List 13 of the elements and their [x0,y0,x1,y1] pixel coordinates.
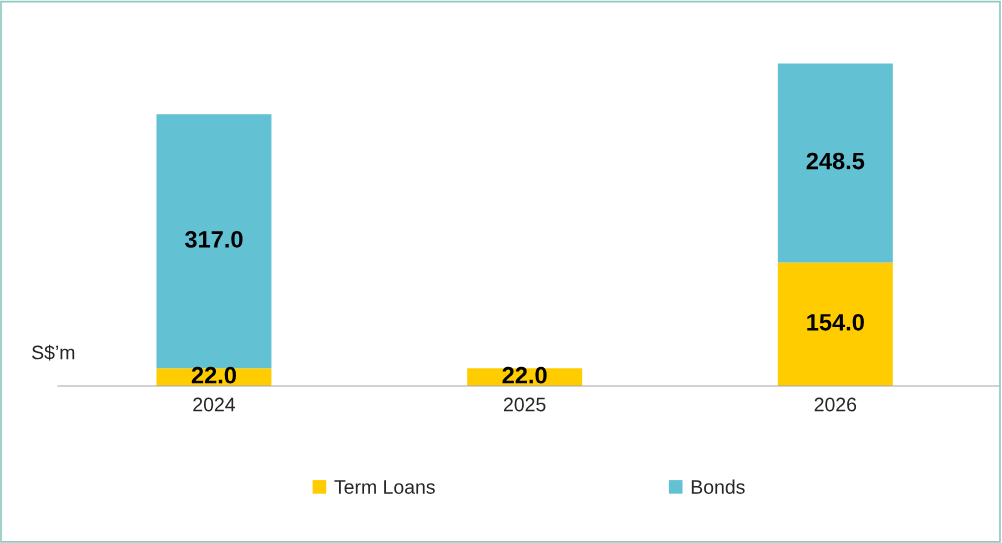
x-tick-label: 2026 [814,397,857,412]
bar [777,262,893,386]
data-label: 317.0 [184,230,243,248]
bar [777,63,893,263]
data-label: 248.5 [806,152,865,170]
legend-label: Term Loans [334,480,435,494]
data-label: 154.0 [807,313,864,331]
x-tick-label: 2025 [504,397,546,412]
x-tick-label: 2024 [193,397,236,412]
data-label: 22.0 [191,366,236,384]
data-label: 22.0 [502,366,547,384]
y-axis-title: S$’m [32,344,75,361]
legend-label: Bonds [691,479,745,494]
